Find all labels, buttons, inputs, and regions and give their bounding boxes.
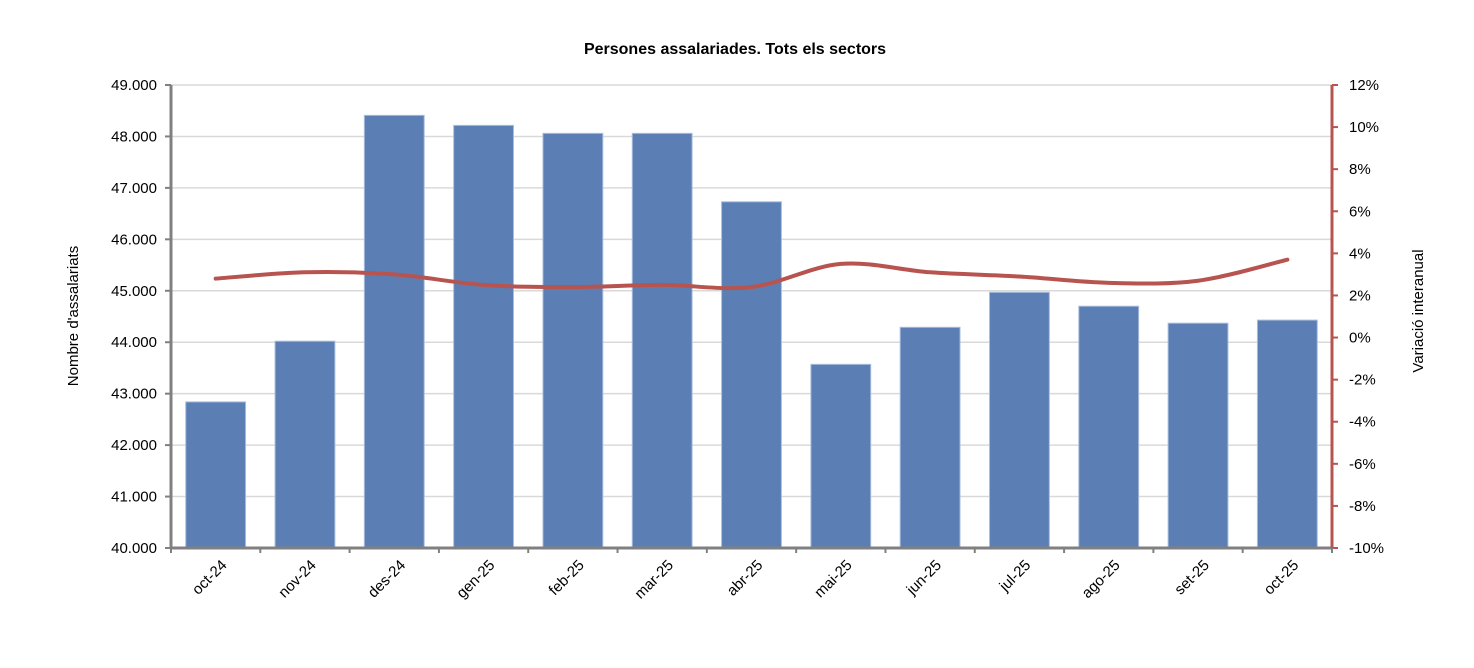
- bar-series: [185, 114, 1318, 549]
- bar: [453, 124, 514, 549]
- bar: [1078, 305, 1140, 549]
- x-axis-ticks: oct-24 nov-24 des-24 gen-25 feb-25 mar-25 abr-…: [189, 557, 1302, 603]
- x-tick-label: ago-25: [1079, 557, 1124, 602]
- left-tick-label: 46.000: [111, 231, 157, 248]
- right-axis-ticks: -10% -8% -6% -4% -2% 0% 2% 4% 6% 8% 10% 12%: [1349, 77, 1384, 557]
- left-tick-label: 48.000: [111, 128, 157, 145]
- axes: [165, 84, 1338, 553]
- bar: [1167, 322, 1229, 549]
- bar: [721, 201, 782, 549]
- x-tick-label: gen-25: [453, 557, 498, 602]
- bar: [542, 132, 604, 549]
- bar: [631, 132, 693, 549]
- x-tick-label: feb-25: [546, 557, 588, 599]
- left-tick-label: 45.000: [111, 283, 157, 300]
- bar: [274, 340, 336, 549]
- bar: [899, 326, 961, 549]
- bar: [363, 114, 425, 549]
- x-tick-label: des-24: [365, 557, 409, 601]
- right-tick-label: -8%: [1349, 498, 1376, 515]
- line-series: [213, 257, 1290, 291]
- left-axis-title: Nombre d'assalariats: [65, 246, 82, 386]
- right-tick-label: 2%: [1349, 287, 1371, 304]
- left-tick-label: 47.000: [111, 180, 157, 197]
- right-axis-title: Variació interanual: [1410, 249, 1427, 372]
- x-tick-label: jun-25: [903, 557, 945, 599]
- right-tick-label: -2%: [1349, 372, 1376, 389]
- bar: [989, 291, 1050, 549]
- x-tick-label: nov-24: [275, 557, 319, 601]
- chart-title: Persones assalariades. Tots els sectors: [584, 41, 886, 58]
- right-tick-label: 0%: [1349, 330, 1371, 347]
- left-tick-label: 42.000: [111, 437, 157, 454]
- x-tick-label: mai-25: [811, 557, 855, 601]
- left-axis-ticks: 40.000 41.000 42.000 43.000 44.000 45.000 46.0…: [111, 77, 157, 557]
- x-tick-label: abr-25: [724, 557, 767, 600]
- x-tick-label: oct-24: [189, 557, 231, 599]
- bar: [810, 363, 872, 549]
- left-tick-label: 41.000: [111, 489, 157, 506]
- bar: [185, 401, 247, 549]
- right-tick-label: 10%: [1349, 119, 1379, 136]
- right-tick-label: 6%: [1349, 203, 1371, 220]
- x-tick-label: jul-25: [996, 557, 1035, 596]
- left-tick-label: 44.000: [111, 334, 157, 351]
- bar: [1256, 319, 1318, 549]
- right-tick-label: -10%: [1349, 540, 1384, 557]
- right-tick-label: -4%: [1349, 414, 1376, 431]
- x-tick-label: mar-25: [631, 557, 677, 603]
- left-tick-label: 40.000: [111, 540, 157, 557]
- right-tick-label: 8%: [1349, 161, 1371, 178]
- right-tick-label: -6%: [1349, 456, 1376, 473]
- left-tick-label: 49.000: [111, 77, 157, 94]
- left-tick-label: 43.000: [111, 386, 157, 403]
- right-tick-label: 12%: [1349, 77, 1379, 94]
- right-tick-label: 4%: [1349, 245, 1371, 262]
- x-tick-label: oct-25: [1261, 557, 1303, 599]
- x-tick-label: set-25: [1171, 557, 1213, 599]
